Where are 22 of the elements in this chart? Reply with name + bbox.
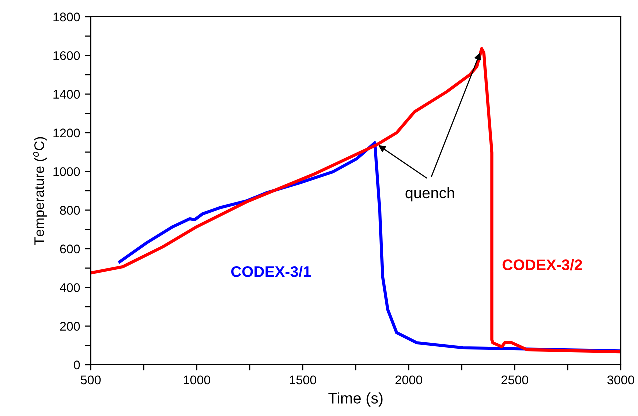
y-tick-label: 600 <box>60 244 80 254</box>
y-tick-label: 800 <box>60 206 80 215</box>
series-label: CODEX-3/2 <box>502 259 582 271</box>
y-tick-label: 0 <box>74 360 80 370</box>
y-tick-label: 400 <box>60 283 80 292</box>
x-tick-label: 2500 <box>502 376 528 385</box>
y-tick-label: 1200 <box>54 128 80 138</box>
x-tick-label: 500 <box>81 376 101 385</box>
x-axis-title: Time (s) <box>328 392 383 407</box>
x-tick-label: 3000 <box>608 376 634 385</box>
text: CODEX-3/1 <box>232 266 312 278</box>
y-tick-label: 1000 <box>54 167 80 176</box>
y-tick-label: 1600 <box>54 51 80 60</box>
y-tick-label: 200 <box>60 322 80 331</box>
y-axis-title: Temperature ($^{o}$C) <box>33 137 48 246</box>
y-tick-label: 1400 <box>54 90 80 99</box>
x-tick-label: 1000 <box>184 376 210 385</box>
x-tick-label: 1500 <box>290 376 316 385</box>
x-tick-label: 2000 <box>396 376 422 385</box>
y-tick-label: 1800 <box>54 12 80 22</box>
line-series <box>91 47 621 354</box>
annotation: quench <box>406 187 454 202</box>
